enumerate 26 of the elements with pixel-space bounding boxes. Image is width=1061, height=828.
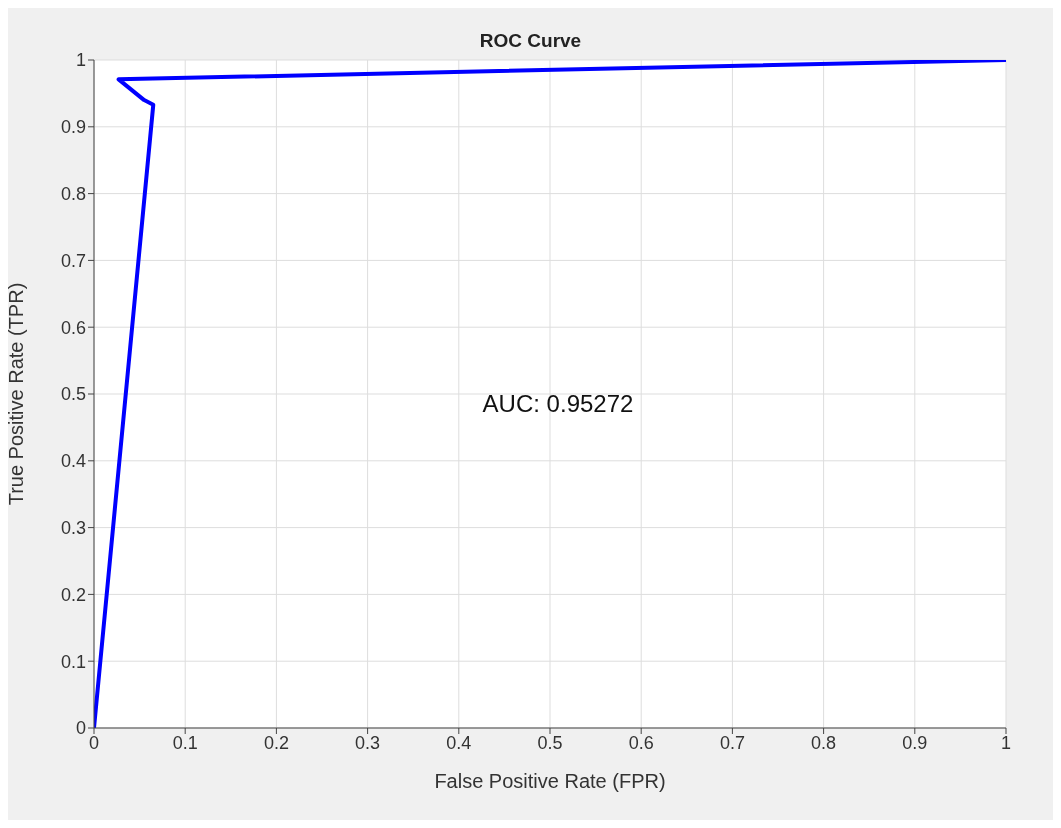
x-tick-label: 0.4	[446, 732, 472, 753]
x-tick-label: 0	[88, 732, 100, 753]
x-tick-label: 0.2	[263, 732, 289, 753]
y-tick-label: 1	[75, 50, 86, 71]
y-tick-label: 0.7	[60, 250, 86, 271]
y-tick-label: 0.9	[60, 117, 86, 138]
chart-title: ROC Curve	[478, 30, 583, 52]
x-tick-label: 0.6	[628, 732, 654, 753]
y-tick-label: 0.4	[60, 451, 86, 472]
y-tick-label: 0.6	[60, 317, 86, 338]
x-tick-label: 0.8	[811, 732, 837, 753]
y-tick-label: 0.1	[60, 651, 86, 672]
x-tick-label: 1	[1000, 732, 1012, 753]
y-tick-label: 0.8	[60, 183, 86, 204]
x-tick-label: 0.3	[355, 732, 381, 753]
y-tick-label: 0	[75, 718, 86, 739]
y-tick-label: 0.3	[60, 517, 86, 538]
x-axis-title: False Positive Rate (FPR)	[434, 770, 666, 792]
x-tick-label: 0.9	[902, 732, 928, 753]
x-tick-label: 0.7	[719, 732, 745, 753]
x-tick-label: 0.1	[172, 732, 198, 753]
y-tick-label: 0.5	[60, 384, 86, 405]
annotation: AUC: 0.95272	[481, 390, 635, 418]
y-axis-title: True Positive Rate (TPR)	[5, 282, 28, 506]
x-tick-label: 0.5	[537, 732, 563, 753]
y-tick-label: 0.2	[60, 584, 86, 605]
